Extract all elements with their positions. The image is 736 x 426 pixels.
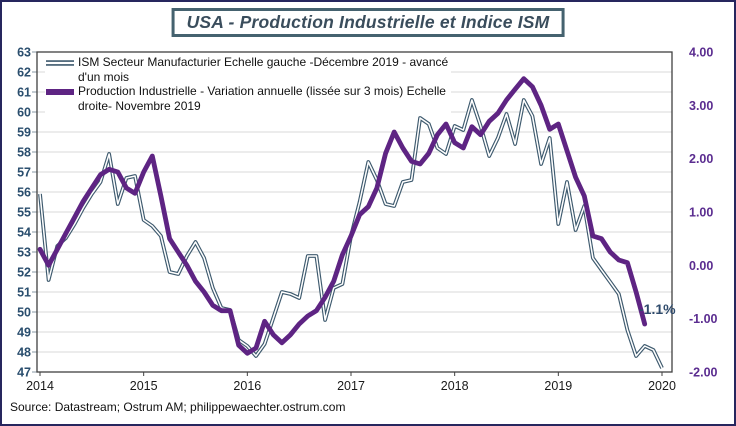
svg-text:2.00: 2.00: [689, 152, 713, 166]
svg-text:2017: 2017: [337, 379, 365, 393]
svg-text:0.00: 0.00: [689, 259, 713, 273]
svg-text:3.00: 3.00: [689, 99, 713, 113]
plot-frame: [36, 51, 673, 373]
source-text: Source: Datastream; Ostrum AM; philippew…: [10, 400, 346, 414]
legend-label-production-line1: Production Industrielle - Variation annu…: [78, 84, 446, 98]
svg-text:62: 62: [17, 66, 31, 80]
production-line-swatch-icon: [46, 89, 74, 95]
left-axis-ticks: [32, 51, 37, 373]
svg-text:54: 54: [17, 226, 31, 240]
legend: ISM Secteur Manufacturier Echelle gauche…: [45, 55, 452, 114]
svg-text:-2.00: -2.00: [689, 366, 718, 380]
svg-text:59: 59: [17, 126, 31, 140]
legend-label-ism: ISM Secteur Manufacturier Echelle gauche…: [78, 55, 448, 84]
svg-text:60: 60: [17, 106, 31, 120]
legend-label-ism-line1: ISM Secteur Manufacturier Echelle gauche…: [78, 55, 449, 69]
chart-title: USA - Production Industrielle et Indice …: [186, 12, 550, 32]
ism-line-swatch-icon: [46, 60, 74, 66]
legend-label-production-line2: droite- Novembre 2019: [78, 98, 201, 113]
svg-text:50: 50: [17, 306, 31, 320]
legend-label-ism-line2: d'un mois: [78, 69, 129, 84]
svg-text:48: 48: [17, 346, 31, 360]
gridlines: [37, 71, 672, 353]
x-axis-labels: 2014 2015 2016 2017 2018 2019 2020: [26, 372, 676, 393]
svg-text:61: 61: [17, 86, 31, 100]
svg-text:1.00: 1.00: [689, 206, 713, 220]
svg-text:52: 52: [17, 266, 31, 280]
svg-text:53: 53: [17, 246, 31, 260]
chart-title-box: USA - Production Industrielle et Indice …: [171, 8, 565, 37]
production-industrielle-line: [37, 76, 648, 356]
svg-text:58: 58: [17, 146, 31, 160]
right-axis-labels: -2.00 -1.00 0.00 1.00 2.00 3.00 4.00: [689, 46, 718, 380]
svg-text:56: 56: [17, 186, 31, 200]
legend-label-production: Production Industrielle - Variation annu…: [78, 84, 448, 113]
svg-text:2019: 2019: [544, 379, 572, 393]
svg-text:51: 51: [17, 286, 31, 300]
svg-text:2015: 2015: [130, 379, 158, 393]
svg-text:2018: 2018: [441, 379, 469, 393]
svg-text:4.00: 4.00: [689, 46, 713, 60]
svg-text:49: 49: [17, 326, 31, 340]
legend-item-production-industrielle: Production Industrielle - Variation annu…: [45, 84, 448, 113]
legend-item-ism: ISM Secteur Manufacturier Echelle gauche…: [45, 55, 448, 84]
left-axis-labels: 47 48 49 50 51 52 53 54 55 56 57 58 59 60 61 62 63: [17, 46, 31, 380]
svg-text:63: 63: [17, 46, 31, 60]
svg-text:2020: 2020: [648, 379, 676, 393]
svg-text:-1.00: -1.00: [689, 312, 718, 326]
svg-text:2014: 2014: [26, 379, 54, 393]
svg-text:55: 55: [17, 206, 31, 220]
svg-text:57: 57: [17, 166, 31, 180]
last-value-annotation: -1.1%: [639, 301, 676, 317]
svg-text:47: 47: [17, 366, 31, 380]
svg-text:2016: 2016: [233, 379, 261, 393]
